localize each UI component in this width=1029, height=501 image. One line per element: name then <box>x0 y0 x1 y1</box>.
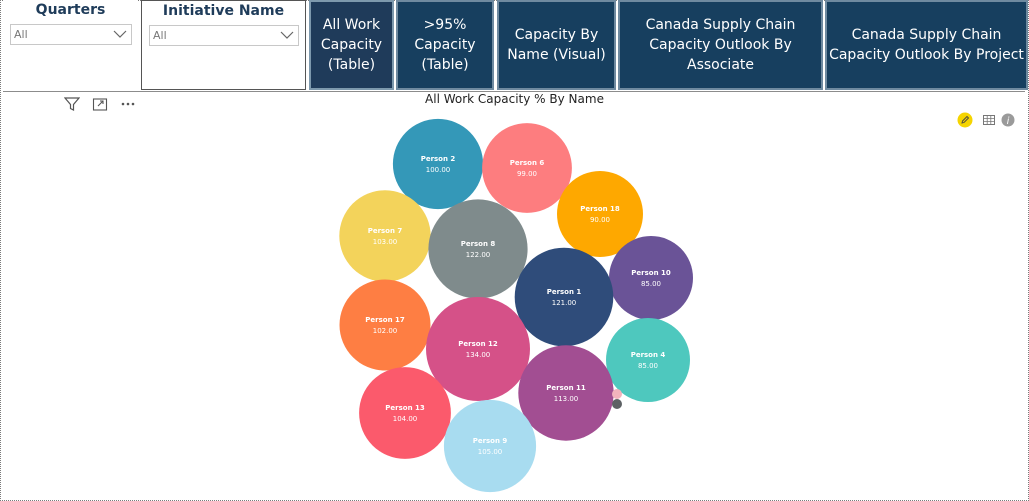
initiative-dropdown[interactable]: All <box>149 25 299 46</box>
slicer-title: Initiative Name <box>162 3 285 19</box>
bubble-name-label: Person 18 <box>580 205 620 213</box>
bubble-circle[interactable] <box>606 318 690 402</box>
bubble-circle[interactable] <box>609 236 693 320</box>
bubble[interactable]: Person 12 134.00 <box>426 297 530 401</box>
slicer-title: Quarters <box>35 2 106 18</box>
bubble[interactable]: Person 10 85.00 <box>609 236 693 320</box>
slicer-quarters: Quarters All <box>3 0 138 90</box>
button-label: Associate <box>687 57 754 73</box>
dropdown-value: All <box>153 29 167 42</box>
bubble-value-label: 103.00 <box>373 238 398 246</box>
bubble-name-label: Person 9 <box>473 437 508 445</box>
bubble[interactable]: Person 8 122.00 <box>428 199 528 299</box>
bubble[interactable]: Person 7 103.00 <box>339 190 431 282</box>
bubble-name-label: Person 4 <box>631 351 666 359</box>
bubble-value-label: 85.00 <box>641 280 661 288</box>
button-label: All Work <box>322 17 381 33</box>
bubble-circle[interactable] <box>514 247 614 347</box>
bubble[interactable]: Person 6 99.00 <box>482 123 572 213</box>
bubble-circle[interactable] <box>557 171 643 257</box>
bubble-value-label: 121.00 <box>552 299 577 307</box>
small-bubble[interactable] <box>612 389 622 399</box>
visual-container <box>3 91 1025 498</box>
nav-button-all-work-capacity[interactable]: All Work Capacity (Table) <box>309 0 394 90</box>
bubble-value-label: 134.00 <box>466 351 491 359</box>
button-label: Canada Supply Chain <box>645 17 796 33</box>
chevron-down-icon <box>113 30 127 38</box>
button-label: Capacity <box>320 37 383 53</box>
bubble-value-label: 104.00 <box>393 415 418 423</box>
bubble-value-label: 100.00 <box>426 166 451 174</box>
bubble-name-label: Person 10 <box>631 269 671 277</box>
bubble-name-label: Person 12 <box>458 340 498 348</box>
bubble-value-label: 102.00 <box>373 327 398 335</box>
bubble-name-label: Person 6 <box>510 159 545 167</box>
bubble-value-label: 105.00 <box>478 448 503 456</box>
dropdown-value: All <box>14 28 28 41</box>
nav-button-over-95-capacity[interactable]: >95% Capacity (Table) <box>396 0 494 90</box>
bubble-name-label: Person 17 <box>365 316 405 324</box>
bubble-name-label: Person 7 <box>368 227 403 235</box>
bubble-circle[interactable] <box>443 399 537 493</box>
bubble[interactable]: Person 4 85.00 <box>606 318 690 402</box>
bubble[interactable]: Person 13 104.00 <box>359 367 451 459</box>
bubble-value-label: 90.00 <box>590 216 610 224</box>
quarters-dropdown[interactable]: All <box>10 24 132 45</box>
button-label: Canada Supply Chain <box>851 27 1002 43</box>
bubble-value-label: 85.00 <box>638 362 658 370</box>
bubble[interactable]: Person 2 100.00 <box>392 118 484 210</box>
bubble-name-label: Person 8 <box>461 240 496 248</box>
bubble[interactable]: Person 11 113.00 <box>518 345 614 441</box>
small-bubble[interactable] <box>612 399 622 409</box>
bubble[interactable]: Person 17 102.00 <box>339 279 431 371</box>
bubble-value-label: 122.00 <box>466 251 491 259</box>
bubble[interactable]: Person 1 121.00 <box>514 247 614 347</box>
bubble-name-label: Person 13 <box>385 404 425 412</box>
bubble-circle[interactable] <box>359 367 451 459</box>
bubble-value-label: 99.00 <box>517 170 537 178</box>
bubble-circle[interactable] <box>392 118 484 210</box>
bubble-circle[interactable] <box>426 297 530 401</box>
button-label: (Table) <box>327 57 376 73</box>
svg-text:i: i <box>1007 116 1010 127</box>
button-label: Name (Visual) <box>507 47 606 63</box>
bubble[interactable]: Person 9 105.00 <box>443 399 537 493</box>
button-label: Capacity <box>414 37 476 53</box>
bubble-value-label: 113.00 <box>554 395 579 403</box>
button-label: Capacity Outlook By Project <box>829 47 1024 63</box>
info-icon[interactable]: i <box>1000 112 1016 128</box>
bubble-name-label: Person 11 <box>546 384 586 392</box>
nav-button-outlook-by-associate[interactable]: Canada Supply Chain Capacity Outlook By As… <box>618 0 823 90</box>
button-label: Capacity Outlook By <box>649 37 792 53</box>
bubble-name-label: Person 2 <box>421 155 456 163</box>
pencil-icon[interactable] <box>957 112 973 128</box>
chevron-down-icon <box>280 31 294 39</box>
bubble-name-label: Person 1 <box>547 288 582 296</box>
bubble-circle[interactable] <box>428 199 528 299</box>
table-icon[interactable] <box>981 112 997 128</box>
focus-mode-icon[interactable] <box>92 96 108 112</box>
button-label: (Table) <box>421 57 469 73</box>
bubble-circle[interactable] <box>518 345 614 441</box>
bubble[interactable]: Person 18 90.00 <box>557 171 643 257</box>
nav-button-outlook-by-project[interactable]: Canada Supply Chain Capacity Outlook By P… <box>825 0 1028 90</box>
bubble-circle[interactable] <box>339 279 431 371</box>
filter-icon[interactable] <box>64 96 80 112</box>
nav-button-capacity-by-name[interactable]: Capacity By Name (Visual) <box>497 0 616 90</box>
button-label: >95% <box>423 17 467 33</box>
bubble-circle[interactable] <box>339 190 431 282</box>
slicer-initiative-name: Initiative Name All <box>141 0 306 90</box>
visual-title: All Work Capacity % By Name <box>425 92 604 106</box>
bubble-circle[interactable] <box>482 123 572 213</box>
button-label: Capacity By <box>514 27 599 43</box>
more-options-icon[interactable] <box>120 96 136 112</box>
